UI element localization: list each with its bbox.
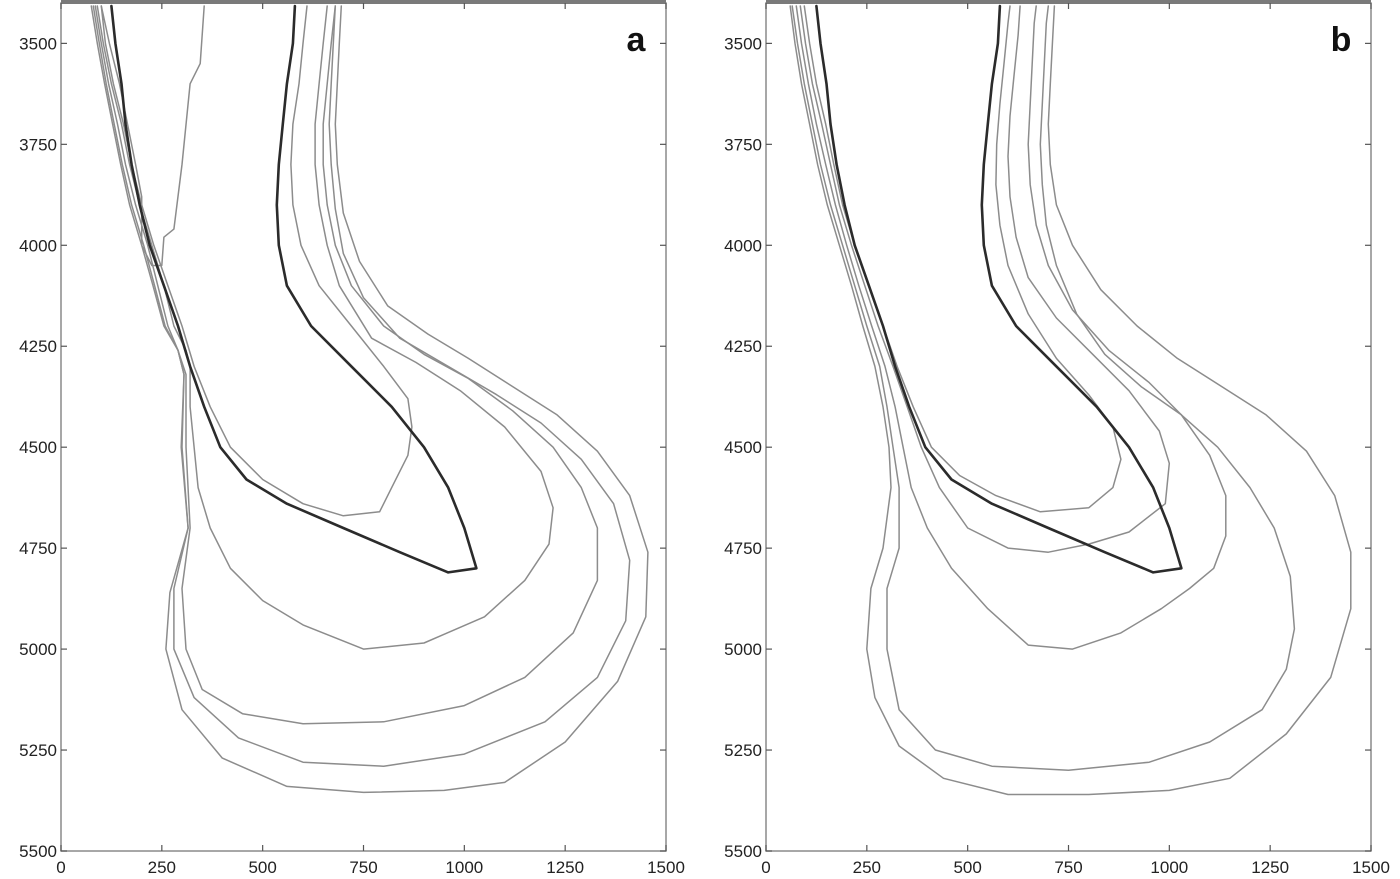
- panel-letter: a: [627, 21, 647, 59]
- y-tick-label: 4250: [19, 337, 57, 356]
- x-tick-label: 1000: [445, 858, 483, 877]
- y-tick-label: 4750: [19, 539, 57, 558]
- y-tick-label: 3750: [19, 135, 57, 154]
- y-tick-label: 3750: [724, 135, 762, 154]
- glacier-outline-thin: [90, 5, 649, 794]
- glacier-outline-thin: [96, 5, 554, 650]
- panel-letter: b: [1331, 21, 1352, 59]
- y-tick-label: 5000: [724, 640, 762, 659]
- y-tick-label: 3500: [19, 34, 57, 53]
- y-tick-label: 3500: [724, 34, 762, 53]
- x-tick-label: 750: [1054, 858, 1082, 877]
- y-tick-label: 5500: [19, 842, 57, 861]
- glacier-outline-thin: [100, 5, 413, 517]
- y-tick-label: 4000: [724, 236, 762, 255]
- y-tick-label: 4750: [724, 539, 762, 558]
- y-tick-label: 4500: [19, 438, 57, 457]
- glacier-outline-thin: [795, 5, 1227, 650]
- x-tick-label: 250: [853, 858, 881, 877]
- x-tick-label: 250: [148, 858, 176, 877]
- glacier-outline-thin: [789, 5, 1352, 796]
- y-tick-label: 5250: [724, 741, 762, 760]
- x-tick-label: 1250: [1251, 858, 1289, 877]
- plot-frame: [60, 2, 667, 852]
- y-tick-label: 5000: [19, 640, 57, 659]
- glacier-outline-thin: [803, 5, 1122, 513]
- glacier-outline-thick: [110, 4, 478, 574]
- x-tick-label: 1250: [546, 858, 584, 877]
- y-tick-label: 4500: [724, 438, 762, 457]
- x-tick-label: 1500: [647, 858, 685, 877]
- glacier-outline-thin: [799, 5, 1171, 553]
- top-edge-bar: [61, 0, 666, 4]
- x-tick-label: 1500: [1352, 858, 1390, 877]
- x-tick-label: 1000: [1150, 858, 1188, 877]
- top-edge-bar: [766, 0, 1371, 4]
- x-tick-label: 0: [56, 858, 65, 877]
- y-tick-label: 5250: [19, 741, 57, 760]
- x-tick-label: 0: [761, 858, 770, 877]
- x-tick-label: 500: [248, 858, 276, 877]
- x-tick-label: 500: [953, 858, 981, 877]
- glacier-outline-thick: [815, 4, 1183, 574]
- y-tick-label: 5500: [724, 842, 762, 861]
- glacier-outline-thin: [791, 5, 1296, 771]
- y-tick-label: 4000: [19, 236, 57, 255]
- x-tick-label: 750: [349, 858, 377, 877]
- glacier-outline-thin: [92, 5, 631, 767]
- y-tick-label: 4250: [724, 337, 762, 356]
- glacier-outline-thin: [94, 5, 599, 725]
